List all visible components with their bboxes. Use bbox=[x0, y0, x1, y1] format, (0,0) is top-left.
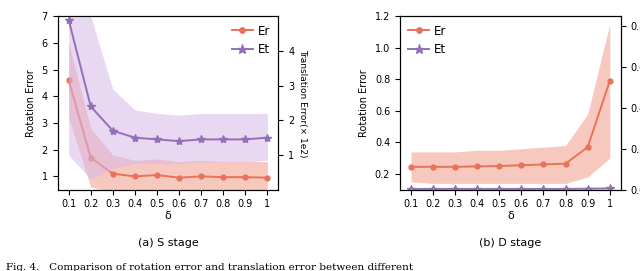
Et bbox=[175, 140, 183, 143]
Line: Et: Et bbox=[407, 184, 614, 193]
Et bbox=[131, 136, 139, 139]
Et bbox=[241, 138, 249, 141]
Text: Fig. 4.   Comparison of rotation error and translation error between different: Fig. 4. Comparison of rotation error and… bbox=[6, 263, 413, 271]
Er bbox=[495, 164, 503, 168]
Er bbox=[606, 79, 614, 83]
Et bbox=[153, 138, 161, 141]
Et bbox=[264, 136, 271, 139]
Et bbox=[495, 187, 503, 191]
Et bbox=[197, 138, 205, 141]
Er bbox=[451, 165, 459, 169]
Text: (a) S stage: (a) S stage bbox=[138, 238, 198, 248]
Er bbox=[197, 175, 205, 178]
Line: Et: Et bbox=[65, 15, 271, 145]
Y-axis label: Rotation Error: Rotation Error bbox=[359, 69, 369, 137]
Et bbox=[451, 187, 459, 191]
Et bbox=[429, 187, 437, 191]
Et bbox=[220, 138, 227, 141]
Er bbox=[220, 176, 227, 179]
Et bbox=[540, 187, 547, 191]
Er bbox=[584, 146, 591, 149]
X-axis label: δ: δ bbox=[507, 211, 514, 221]
Er bbox=[407, 165, 415, 169]
Er bbox=[153, 173, 161, 177]
Er bbox=[264, 176, 271, 179]
Line: Er: Er bbox=[66, 78, 270, 180]
Er bbox=[540, 163, 547, 166]
Et bbox=[518, 187, 525, 191]
Er bbox=[474, 165, 481, 168]
Et bbox=[407, 187, 415, 191]
Er bbox=[518, 164, 525, 167]
X-axis label: δ: δ bbox=[164, 211, 172, 221]
Et bbox=[562, 187, 570, 191]
Et bbox=[109, 129, 116, 132]
Et bbox=[584, 187, 591, 190]
Et bbox=[606, 187, 614, 190]
Legend: Er, Et: Er, Et bbox=[406, 22, 449, 59]
Line: Er: Er bbox=[408, 79, 612, 169]
Er bbox=[65, 79, 72, 82]
Et bbox=[65, 18, 72, 21]
Er bbox=[109, 172, 116, 175]
Er bbox=[175, 176, 183, 179]
Y-axis label: Rotation Error: Rotation Error bbox=[26, 69, 36, 137]
Et bbox=[87, 105, 95, 108]
Et bbox=[474, 187, 481, 191]
Er bbox=[562, 162, 570, 165]
Y-axis label: Translation Error(× 1e2): Translation Error(× 1e2) bbox=[298, 49, 307, 157]
Legend: Er, Et: Er, Et bbox=[230, 22, 273, 59]
Er bbox=[241, 176, 249, 179]
Er bbox=[131, 175, 139, 178]
Er bbox=[429, 165, 437, 169]
Er bbox=[87, 156, 95, 159]
Text: (b) D stage: (b) D stage bbox=[479, 238, 541, 248]
